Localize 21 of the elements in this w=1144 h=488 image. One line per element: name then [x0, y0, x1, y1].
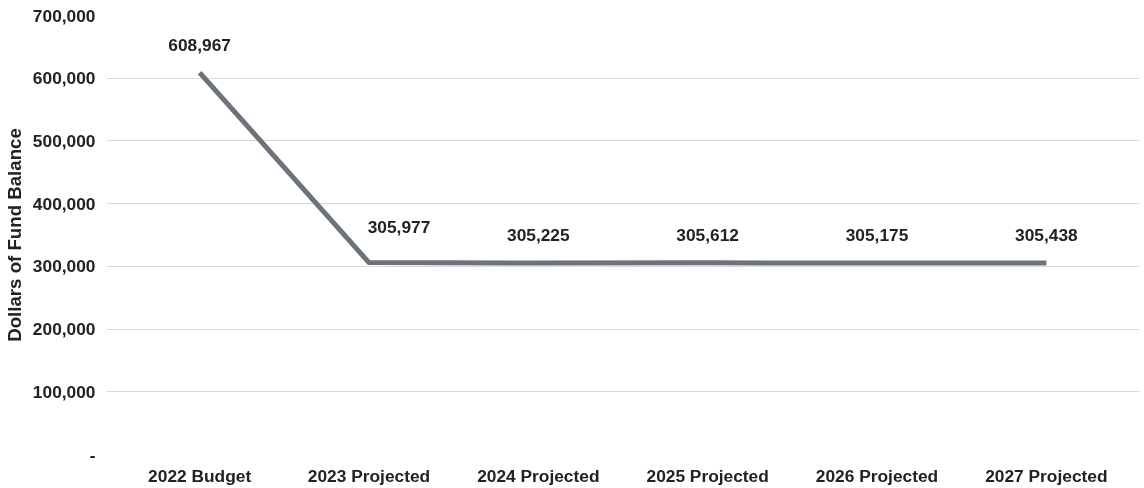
y-tick-label: 400,000: [32, 193, 96, 214]
y-tick-label: 500,000: [32, 130, 96, 151]
data-label: 608,967: [168, 34, 231, 55]
y-tick-label: 700,000: [32, 5, 96, 26]
y-tick-label: 100,000: [32, 381, 96, 402]
y-tick-label: 300,000: [32, 256, 96, 277]
x-tick-label: 2024 Projected: [477, 465, 600, 486]
x-tick-label: 2022 Budget: [148, 465, 252, 486]
x-tick-label: 2025 Projected: [646, 465, 769, 486]
y-tick-label: -: [89, 444, 96, 465]
y-tick-label: 200,000: [32, 319, 96, 340]
data-label: 305,225: [507, 225, 571, 246]
data-label: 305,438: [1015, 224, 1079, 245]
data-label: 305,175: [845, 225, 909, 246]
x-tick-label: 2026 Projected: [815, 465, 939, 486]
y-tick-label: 600,000: [32, 68, 96, 89]
y-axis-title: Dollars of Fund Balance: [3, 128, 25, 342]
x-tick-label: 2027 Projected: [985, 465, 1108, 486]
data-label: 305,977: [367, 216, 431, 237]
x-tick-label: 2023 Projected: [307, 465, 431, 486]
data-label: 305,612: [676, 224, 739, 245]
